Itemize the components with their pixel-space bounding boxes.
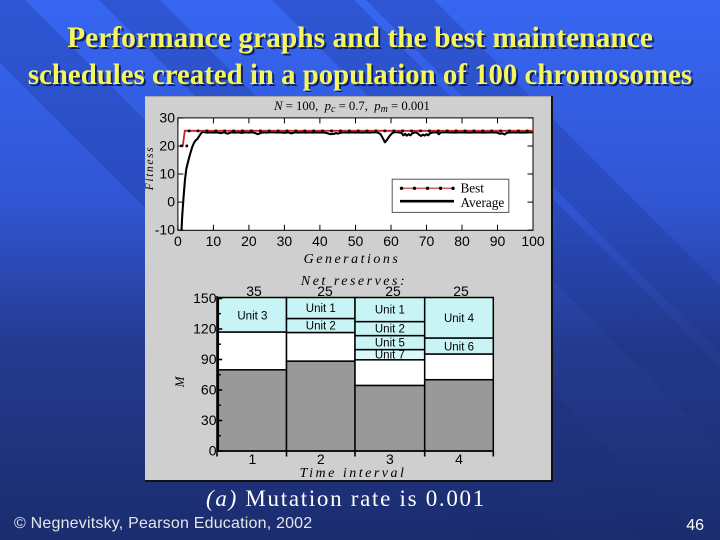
svg-text:150: 150 (193, 290, 217, 306)
svg-text:70: 70 (419, 233, 435, 249)
svg-text:Net reserves:: Net reserves: (300, 274, 407, 289)
svg-text:Unit 2: Unit 2 (306, 321, 336, 333)
svg-text:120: 120 (193, 321, 217, 337)
svg-text:1: 1 (249, 451, 257, 467)
svg-text:Best: Best (461, 181, 485, 196)
svg-text:Unit 7: Unit 7 (375, 350, 405, 362)
svg-text:35: 35 (246, 283, 262, 299)
svg-text:80: 80 (454, 233, 470, 249)
svg-text:50: 50 (348, 233, 364, 249)
svg-text:Time interval: Time interval (300, 466, 407, 481)
svg-text:0: 0 (167, 194, 175, 210)
svg-text:90: 90 (490, 233, 506, 249)
svg-text:4: 4 (455, 451, 463, 467)
svg-text:Unit 4: Unit 4 (444, 313, 475, 325)
svg-text:2: 2 (317, 451, 325, 467)
svg-text:100: 100 (521, 233, 545, 249)
svg-text:10: 10 (206, 233, 222, 249)
svg-text:20: 20 (159, 138, 175, 154)
svg-text:-10: -10 (155, 222, 175, 238)
svg-text:N = 100, pc = 0.7, pm = 0.00: N = 100, pc = 0.7, pm = 0.001 (273, 99, 430, 115)
svg-text:Unit 3: Unit 3 (237, 311, 267, 323)
svg-text:30: 30 (159, 109, 175, 125)
svg-text:90: 90 (201, 351, 217, 367)
svg-text:20: 20 (241, 233, 257, 249)
svg-text:0: 0 (209, 443, 217, 459)
svg-text:Unit 2: Unit 2 (375, 324, 405, 336)
svg-text:Unit 5: Unit 5 (375, 338, 405, 350)
svg-text:Unit 1: Unit 1 (306, 303, 336, 315)
svg-text:3: 3 (386, 451, 394, 467)
svg-text:25: 25 (385, 283, 401, 299)
svg-text:0: 0 (174, 233, 182, 249)
svg-text:10: 10 (159, 166, 175, 182)
svg-text:Unit 6: Unit 6 (444, 342, 474, 354)
svg-text:25: 25 (453, 283, 469, 299)
svg-text:Generations: Generations (304, 252, 401, 267)
svg-text:25: 25 (317, 283, 333, 299)
svg-text:Unit 1: Unit 1 (375, 305, 405, 317)
svg-text:60: 60 (201, 382, 217, 398)
svg-text:30: 30 (201, 412, 217, 428)
svg-text:Average: Average (461, 195, 505, 210)
svg-text:M: M (172, 375, 187, 388)
svg-text:40: 40 (312, 233, 328, 249)
svg-text:60: 60 (383, 233, 399, 249)
svg-text:30: 30 (277, 233, 293, 249)
svg-text:Fitness: Fitness (144, 146, 156, 191)
